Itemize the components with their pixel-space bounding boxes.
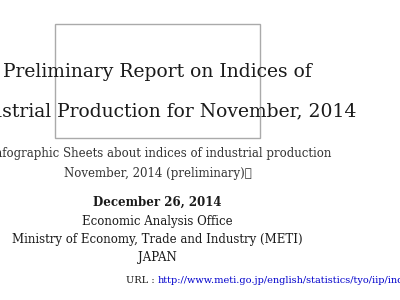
FancyBboxPatch shape [55,24,260,138]
Text: December 26, 2014: December 26, 2014 [94,196,222,209]
Text: November, 2014 (preliminary)～: November, 2014 (preliminary)～ [64,167,252,181]
Text: ～Infographic Sheets about indices of industrial production: ～Infographic Sheets about indices of ind… [0,146,332,160]
Text: URL :: URL : [126,276,158,285]
Text: Economic Analysis Office: Economic Analysis Office [82,215,233,228]
Text: Ministry of Economy, Trade and Industry (METI): Ministry of Economy, Trade and Industry … [12,233,303,247]
Text: Preliminary Report on Indices of: Preliminary Report on Indices of [3,63,312,81]
Text: http://www.meti.go.jp/english/statistics/tyo/iip/index.html: http://www.meti.go.jp/english/statistics… [158,276,400,285]
Text: JAPAN: JAPAN [138,251,177,265]
Text: Industrial Production for November, 2014: Industrial Production for November, 2014 [0,102,356,120]
